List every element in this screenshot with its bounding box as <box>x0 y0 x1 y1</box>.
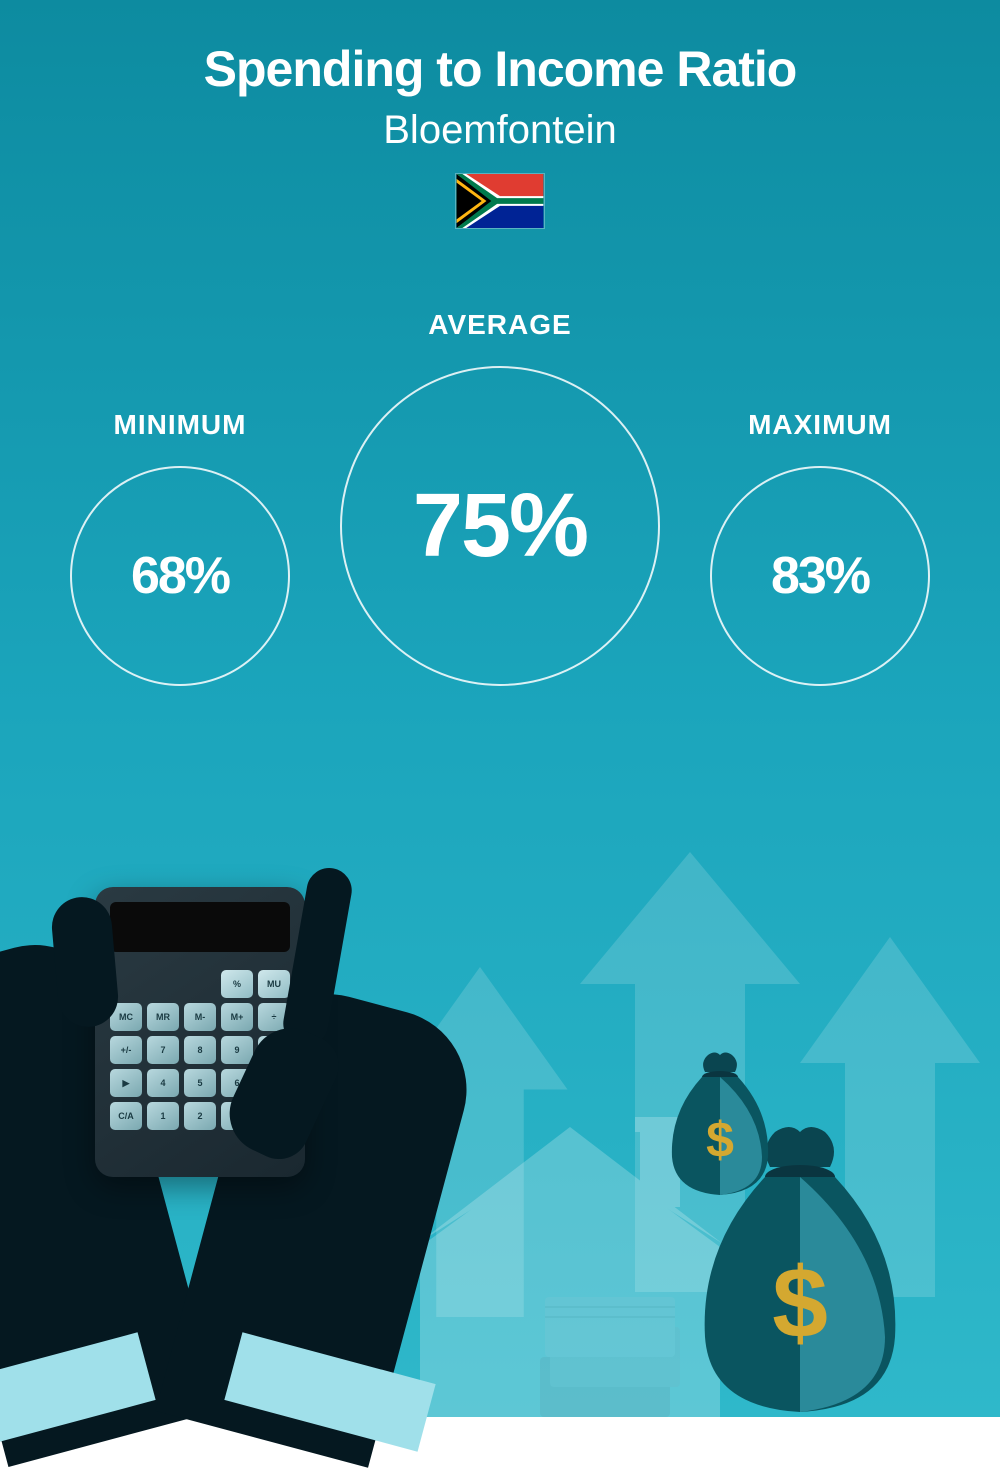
svg-text:$: $ <box>706 1112 734 1168</box>
stat-average: AVERAGE 75% <box>340 309 660 686</box>
calculator-key: 9 <box>221 1036 253 1064</box>
calculator-key: 8 <box>184 1036 216 1064</box>
calculator-key: MU <box>258 970 290 998</box>
svg-text:$: $ <box>772 1247 828 1359</box>
stats-container: MINIMUM 68% AVERAGE 75% MAXIMUM 83% <box>0 309 1000 686</box>
stat-value-maximum: 83% <box>771 546 869 606</box>
illustration-layer: $ $ %MUMCMRM-M+÷+/-789×▶456-C/A123+ <box>0 717 1000 1417</box>
stat-circle-maximum: 83% <box>710 466 930 686</box>
calculator-key: 1 <box>147 1102 179 1130</box>
stat-circle-average: 75% <box>340 366 660 686</box>
calculator-key: ▶ <box>110 1069 142 1097</box>
stat-label-maximum: MAXIMUM <box>748 409 892 441</box>
calculator-key: +/- <box>110 1036 142 1064</box>
page-subtitle: Bloemfontein <box>0 108 1000 153</box>
calculator-key: 7 <box>147 1036 179 1064</box>
page-title: Spending to Income Ratio <box>0 40 1000 98</box>
stat-value-minimum: 68% <box>131 546 229 606</box>
calculator-key: 2 <box>184 1102 216 1130</box>
header: Spending to Income Ratio Bloemfontein <box>0 0 1000 229</box>
calculator-key: % <box>221 970 253 998</box>
calculator-display <box>110 902 290 952</box>
stat-value-average: 75% <box>413 475 587 578</box>
calculator-key: 5 <box>184 1069 216 1097</box>
stat-label-minimum: MINIMUM <box>114 409 247 441</box>
calculator-key: C/A <box>110 1102 142 1130</box>
money-bag-small-icon: $ <box>660 1047 780 1197</box>
stat-minimum: MINIMUM 68% <box>70 409 290 686</box>
stat-label-average: AVERAGE <box>428 309 571 341</box>
hands-calculator-illustration: %MUMCMRM-M+÷+/-789×▶456-C/A123+ <box>0 767 410 1417</box>
calculator-key: M- <box>184 1003 216 1031</box>
calculator-key: MR <box>147 1003 179 1031</box>
calculator-key: M+ <box>221 1003 253 1031</box>
south-africa-flag-icon <box>455 173 545 229</box>
stat-maximum: MAXIMUM 83% <box>710 409 930 686</box>
stat-circle-minimum: 68% <box>70 466 290 686</box>
calculator-key: 4 <box>147 1069 179 1097</box>
